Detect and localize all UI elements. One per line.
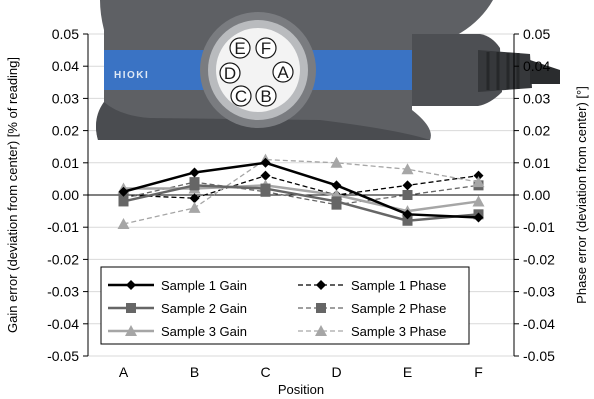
series-sample-1-gain xyxy=(118,157,484,223)
pin-circle xyxy=(230,85,252,107)
sample-1-gain-line xyxy=(123,161,479,219)
x-tick-label: A xyxy=(119,364,129,380)
left-axis-ticks: 0.05 0.04 0.03 0.02 0.01 0.00 -0.01 -0.02 -0.03 -… xyxy=(47,26,88,364)
sample-2-gain-line xyxy=(123,184,479,223)
legend-box xyxy=(100,266,470,345)
data-series xyxy=(117,153,485,229)
right-tick-label: 0.05 xyxy=(523,26,550,42)
left-tick-label: -0.04 xyxy=(47,316,79,332)
brand-logo: HIOKI xyxy=(114,70,149,81)
right-tick-label: -0.03 xyxy=(523,284,555,300)
left-tick-label: -0.05 xyxy=(47,348,79,364)
sample-2-gain-point xyxy=(118,196,129,207)
sample-1-phase-point xyxy=(260,170,271,181)
connector-pins: E F D A C B xyxy=(219,37,294,107)
legend: Sample 1 Gain Sample 1 Phase Sample 2 Gain… xyxy=(100,266,470,345)
legend-marker-sample-1-phase xyxy=(316,280,326,290)
sample-2-gain-point xyxy=(189,180,200,191)
sample-1-gain-point xyxy=(402,209,413,220)
pin-label: E xyxy=(234,39,245,58)
pin-circle xyxy=(255,85,277,107)
pin-circle xyxy=(219,62,241,84)
right-tick-label: 0.01 xyxy=(523,155,550,171)
x-tick-label: B xyxy=(190,364,199,380)
left-tick-label: -0.01 xyxy=(47,219,79,235)
right-tick-label: 0.02 xyxy=(523,123,550,139)
right-tick-label: -0.02 xyxy=(523,251,555,267)
right-tick-label: -0.05 xyxy=(523,348,555,364)
left-tick-label: 0.04 xyxy=(52,58,79,74)
sample-3-phase-line xyxy=(123,158,479,225)
sample-3-phase-point xyxy=(117,217,130,229)
pin-label: B xyxy=(260,87,271,106)
sample-2-gain-point xyxy=(331,196,342,207)
sample-1-gain-point xyxy=(473,212,484,223)
x-axis-label: Position xyxy=(278,382,324,397)
blue-band-right xyxy=(308,50,412,90)
right-axis-ticks: 0.05 0.04 0.03 0.02 0.01 0.00 -0.01 -0.02 -0.03 -… xyxy=(514,26,555,364)
legend-marker-sample-3-gain xyxy=(125,325,137,336)
x-tick-label: C xyxy=(260,364,270,380)
pin-circle xyxy=(255,37,277,59)
legend-marker-sample-3-phase xyxy=(315,325,327,336)
x-tick-label: F xyxy=(474,364,483,380)
x-tick-label: E xyxy=(403,364,412,380)
legend-label-sample-1-gain: Sample 1 Gain xyxy=(161,278,247,293)
left-tick-label: 0.02 xyxy=(52,123,79,139)
left-tick-label: -0.02 xyxy=(47,251,79,267)
sample-2-gain-point xyxy=(402,215,413,226)
right-tick-label: 0.03 xyxy=(523,90,550,106)
right-axis-label: Phase error (deviation from center) [°] xyxy=(574,86,589,304)
sample-1-phase-point xyxy=(473,170,484,181)
legend-label-sample-2-phase: Sample 2 Phase xyxy=(351,301,446,316)
sample-1-gain-point xyxy=(331,180,342,191)
right-tick-label: 0.04 xyxy=(523,58,550,74)
x-tick-label: D xyxy=(331,364,341,380)
left-tick-label: 0.03 xyxy=(52,90,79,106)
sample-3-phase-point xyxy=(401,163,414,175)
pin-circle xyxy=(272,61,294,83)
series-sample-3-phase xyxy=(117,153,485,229)
sample-1-phase-point xyxy=(189,193,200,204)
strain-relief-ribs xyxy=(486,52,520,90)
sample-1-phase-line xyxy=(123,175,479,199)
pin-label: C xyxy=(235,87,247,106)
legend-label-sample-2-gain: Sample 2 Gain xyxy=(161,301,247,316)
sensor-photo: HIOKI E F D A C B xyxy=(96,0,560,140)
sample-1-phase-point xyxy=(402,180,413,191)
sample-3-gain-point xyxy=(472,195,485,207)
left-tick-label: 0.01 xyxy=(52,155,79,171)
sample-2-phase-line xyxy=(123,181,479,206)
sample-2-gain-point xyxy=(260,183,271,194)
left-tick-label: 0.00 xyxy=(52,187,79,203)
cable xyxy=(530,60,560,84)
sample-3-phase-point xyxy=(188,201,201,213)
legend-label-sample-1-phase: Sample 1 Phase xyxy=(351,278,446,293)
legend-marker-sample-2-gain xyxy=(126,303,136,313)
sample-1-gain-point xyxy=(118,186,129,197)
legend-label-sample-3-gain: Sample 3 Gain xyxy=(161,324,247,339)
right-tick-label: -0.04 xyxy=(523,316,555,332)
legend-marker-sample-1-gain xyxy=(126,280,136,290)
pin-label: A xyxy=(277,63,289,82)
legend-marker-sample-2-phase xyxy=(316,303,326,313)
blue-band-left xyxy=(104,50,209,90)
pin-label: F xyxy=(261,39,271,58)
pin-circle xyxy=(229,37,251,59)
sample-2-phase-point xyxy=(402,190,413,200)
left-tick-label: -0.03 xyxy=(47,284,79,300)
sample-3-phase-point xyxy=(472,176,485,188)
sample-3-phase-point xyxy=(330,156,343,168)
left-axis-label: Gain error (deviation from center) [% of… xyxy=(5,57,20,333)
right-tick-label: 0.00 xyxy=(523,187,550,203)
left-tick-label: 0.05 xyxy=(52,26,79,42)
right-tick-label: -0.01 xyxy=(523,219,555,235)
sample-1-gain-point xyxy=(189,167,200,178)
x-axis-ticks: A B C D E F xyxy=(119,364,483,380)
pin-label: D xyxy=(224,64,236,83)
legend-label-sample-3-phase: Sample 3 Phase xyxy=(351,324,446,339)
sample-1-gain-point xyxy=(260,157,271,168)
